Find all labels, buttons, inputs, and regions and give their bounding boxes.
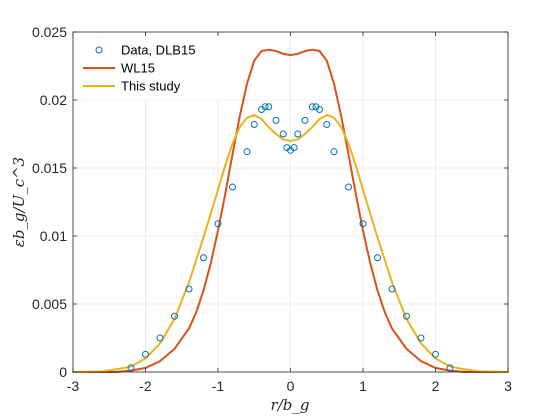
legend-label: WL15: [121, 61, 155, 76]
x-tick-label: 1: [359, 378, 367, 394]
x-tick-label: -2: [139, 378, 152, 394]
y-tick-label: 0: [59, 364, 67, 380]
x-axis-title: r/b_g: [271, 396, 310, 414]
y-tick-label: 0.005: [32, 296, 67, 312]
x-tick-label: 3: [504, 378, 512, 394]
x-tick-label: -3: [67, 378, 80, 394]
x-tick-label: 2: [432, 378, 440, 394]
legend-label: Data, DLB15: [121, 43, 195, 58]
y-tick-label: 0.015: [32, 160, 67, 176]
x-tick-label: 0: [287, 378, 295, 394]
y-tick-label: 0.02: [40, 92, 67, 108]
y-tick-label: 0.025: [32, 24, 67, 40]
legend-label: This study: [121, 79, 181, 94]
legend: Data, DLB15 WL15 This study: [78, 36, 228, 100]
y-axis-title: εb_g/U_c^3: [10, 157, 28, 247]
y-tick-label: 0.01: [40, 228, 67, 244]
x-tick-label: -1: [212, 378, 225, 394]
